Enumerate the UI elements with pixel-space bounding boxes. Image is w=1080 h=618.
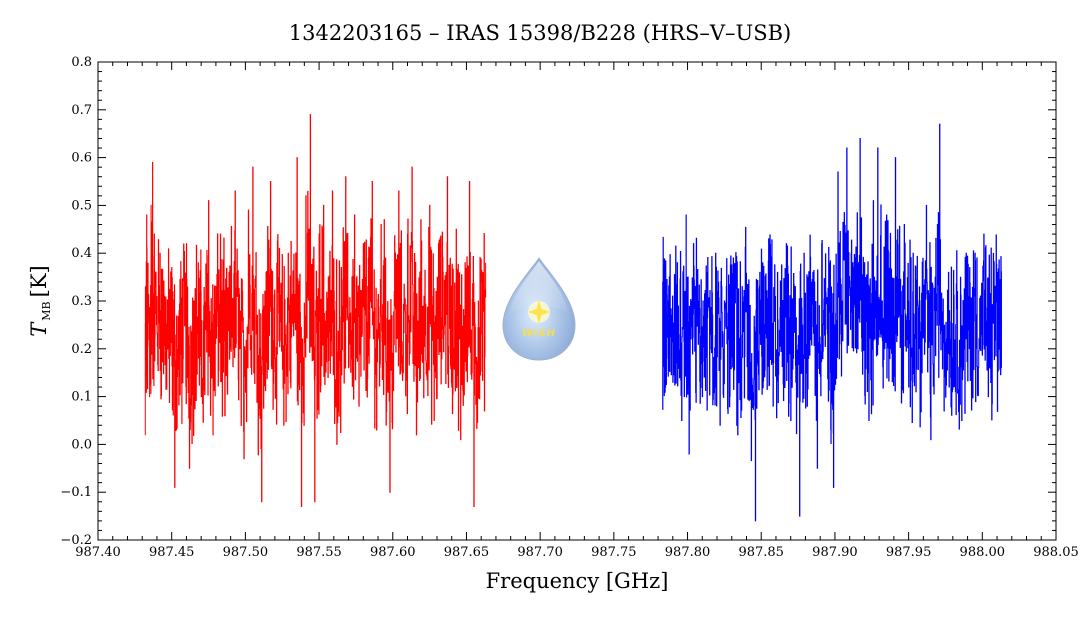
star-icon	[528, 300, 550, 324]
y-tick-label: 0.2	[71, 342, 92, 357]
chart-title: 1342203165 – IRAS 15398/B228 (HRS–V–USB)	[289, 21, 791, 45]
y-axis-title: TMB [K]	[27, 265, 53, 336]
ticks-layer: 987.40 987.45 987.50 987.55 987.60 987.65 987.…	[60, 55, 1078, 560]
y-tick-label: −0.2	[60, 533, 92, 548]
x-tick-label: 987.55	[296, 545, 342, 560]
spectrum-series-1	[144, 114, 487, 508]
x-tick-label: 987.45	[149, 545, 195, 560]
x-tick-label: 988.05	[1033, 545, 1079, 560]
spectrum-series-2	[662, 123, 1002, 522]
x-tick-label: 987.70	[517, 545, 563, 560]
logo-text: WISH	[522, 328, 556, 339]
series-layer	[144, 114, 1002, 522]
x-tick-label: 987.75	[591, 545, 637, 560]
y-axis-symbol: T	[27, 321, 51, 337]
drop-highlight	[509, 261, 569, 316]
y-tick-label: 0.8	[71, 55, 92, 70]
y-tick-label: 0.0	[71, 437, 92, 452]
y-tick-label: 0.1	[71, 390, 92, 405]
x-tick-label: 987.95	[886, 545, 932, 560]
x-tick-label: 987.60	[370, 545, 416, 560]
x-tick-label: 987.65	[444, 545, 490, 560]
x-tick-label: 987.50	[223, 545, 269, 560]
x-tick-label: 988.00	[960, 545, 1006, 560]
y-tick-label: −0.1	[60, 485, 92, 500]
y-tick-label: 0.3	[71, 294, 92, 309]
y-axis-subscript: MB	[40, 301, 53, 320]
x-tick-label: 987.90	[812, 545, 858, 560]
x-tick-label: 987.85	[738, 545, 784, 560]
y-axis-unit: [K]	[27, 265, 51, 297]
wish-logo: WISH	[502, 257, 576, 361]
x-tick-label: 987.80	[665, 545, 711, 560]
x-tick-label: 987.40	[75, 545, 121, 560]
y-tick-label: 0.7	[71, 103, 92, 118]
y-tick-label: 0.4	[71, 246, 92, 261]
y-tick-label: 0.5	[71, 198, 92, 213]
x-axis-title: Frequency [GHz]	[486, 569, 669, 593]
y-tick-label: 0.6	[71, 151, 92, 166]
